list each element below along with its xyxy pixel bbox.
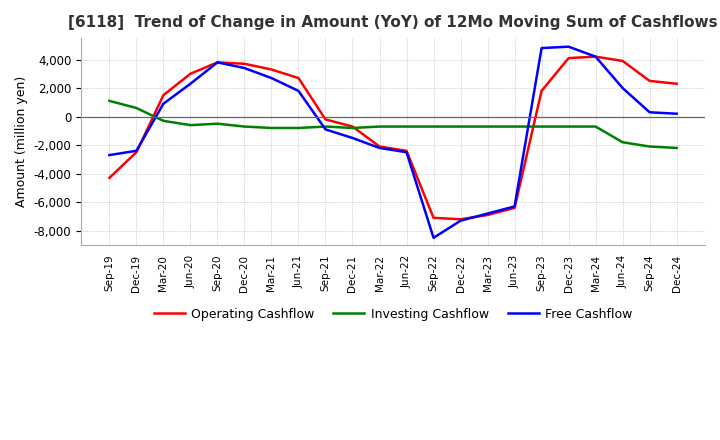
Operating Cashflow: [294, 75, 303, 81]
Free Cashflow: [402, 150, 411, 155]
Operating Cashflow: [348, 124, 357, 129]
Free Cashflow: [591, 54, 600, 59]
Operating Cashflow: [321, 117, 330, 122]
Investing Cashflow: [375, 124, 384, 129]
Free Cashflow: [159, 101, 168, 106]
Investing Cashflow: [132, 105, 140, 110]
Investing Cashflow: [564, 124, 573, 129]
Investing Cashflow: [294, 125, 303, 131]
Free Cashflow: [483, 211, 492, 216]
Free Cashflow: [429, 235, 438, 241]
Free Cashflow: [618, 85, 627, 91]
Investing Cashflow: [348, 125, 357, 131]
Investing Cashflow: [159, 118, 168, 124]
Free Cashflow: [645, 110, 654, 115]
Investing Cashflow: [591, 124, 600, 129]
Investing Cashflow: [510, 124, 519, 129]
Investing Cashflow: [429, 124, 438, 129]
Line: Investing Cashflow: Investing Cashflow: [109, 101, 677, 148]
Free Cashflow: [510, 204, 519, 209]
Operating Cashflow: [105, 175, 114, 180]
Investing Cashflow: [456, 124, 465, 129]
Operating Cashflow: [591, 54, 600, 59]
Free Cashflow: [105, 152, 114, 158]
Free Cashflow: [564, 44, 573, 49]
Investing Cashflow: [672, 145, 681, 150]
Free Cashflow: [537, 45, 546, 51]
Investing Cashflow: [618, 139, 627, 145]
Operating Cashflow: [429, 215, 438, 220]
Investing Cashflow: [645, 144, 654, 149]
Operating Cashflow: [267, 67, 276, 72]
Free Cashflow: [294, 88, 303, 94]
Free Cashflow: [456, 218, 465, 224]
Free Cashflow: [132, 148, 140, 154]
Investing Cashflow: [213, 121, 222, 126]
Free Cashflow: [672, 111, 681, 116]
Operating Cashflow: [483, 213, 492, 218]
Operating Cashflow: [213, 60, 222, 65]
Operating Cashflow: [564, 55, 573, 61]
Operating Cashflow: [618, 58, 627, 63]
Free Cashflow: [186, 81, 194, 86]
Free Cashflow: [240, 66, 249, 71]
Investing Cashflow: [321, 124, 330, 129]
Investing Cashflow: [240, 124, 249, 129]
Operating Cashflow: [240, 61, 249, 66]
Investing Cashflow: [105, 98, 114, 103]
Investing Cashflow: [483, 124, 492, 129]
Free Cashflow: [348, 136, 357, 141]
Operating Cashflow: [186, 71, 194, 77]
Operating Cashflow: [402, 148, 411, 154]
Y-axis label: Amount (million yen): Amount (million yen): [15, 76, 28, 207]
Operating Cashflow: [159, 92, 168, 98]
Operating Cashflow: [537, 88, 546, 94]
Operating Cashflow: [375, 144, 384, 149]
Investing Cashflow: [537, 124, 546, 129]
Line: Free Cashflow: Free Cashflow: [109, 47, 677, 238]
Line: Operating Cashflow: Operating Cashflow: [109, 57, 677, 219]
Investing Cashflow: [402, 124, 411, 129]
Operating Cashflow: [510, 205, 519, 210]
Investing Cashflow: [186, 122, 194, 128]
Legend: Operating Cashflow, Investing Cashflow, Free Cashflow: Operating Cashflow, Investing Cashflow, …: [148, 303, 637, 326]
Free Cashflow: [213, 60, 222, 65]
Operating Cashflow: [132, 150, 140, 155]
Title: [6118]  Trend of Change in Amount (YoY) of 12Mo Moving Sum of Cashflows: [6118] Trend of Change in Amount (YoY) o…: [68, 15, 718, 30]
Investing Cashflow: [267, 125, 276, 131]
Operating Cashflow: [645, 78, 654, 84]
Free Cashflow: [321, 127, 330, 132]
Free Cashflow: [267, 75, 276, 81]
Free Cashflow: [375, 145, 384, 150]
Operating Cashflow: [456, 216, 465, 222]
Operating Cashflow: [672, 81, 681, 86]
